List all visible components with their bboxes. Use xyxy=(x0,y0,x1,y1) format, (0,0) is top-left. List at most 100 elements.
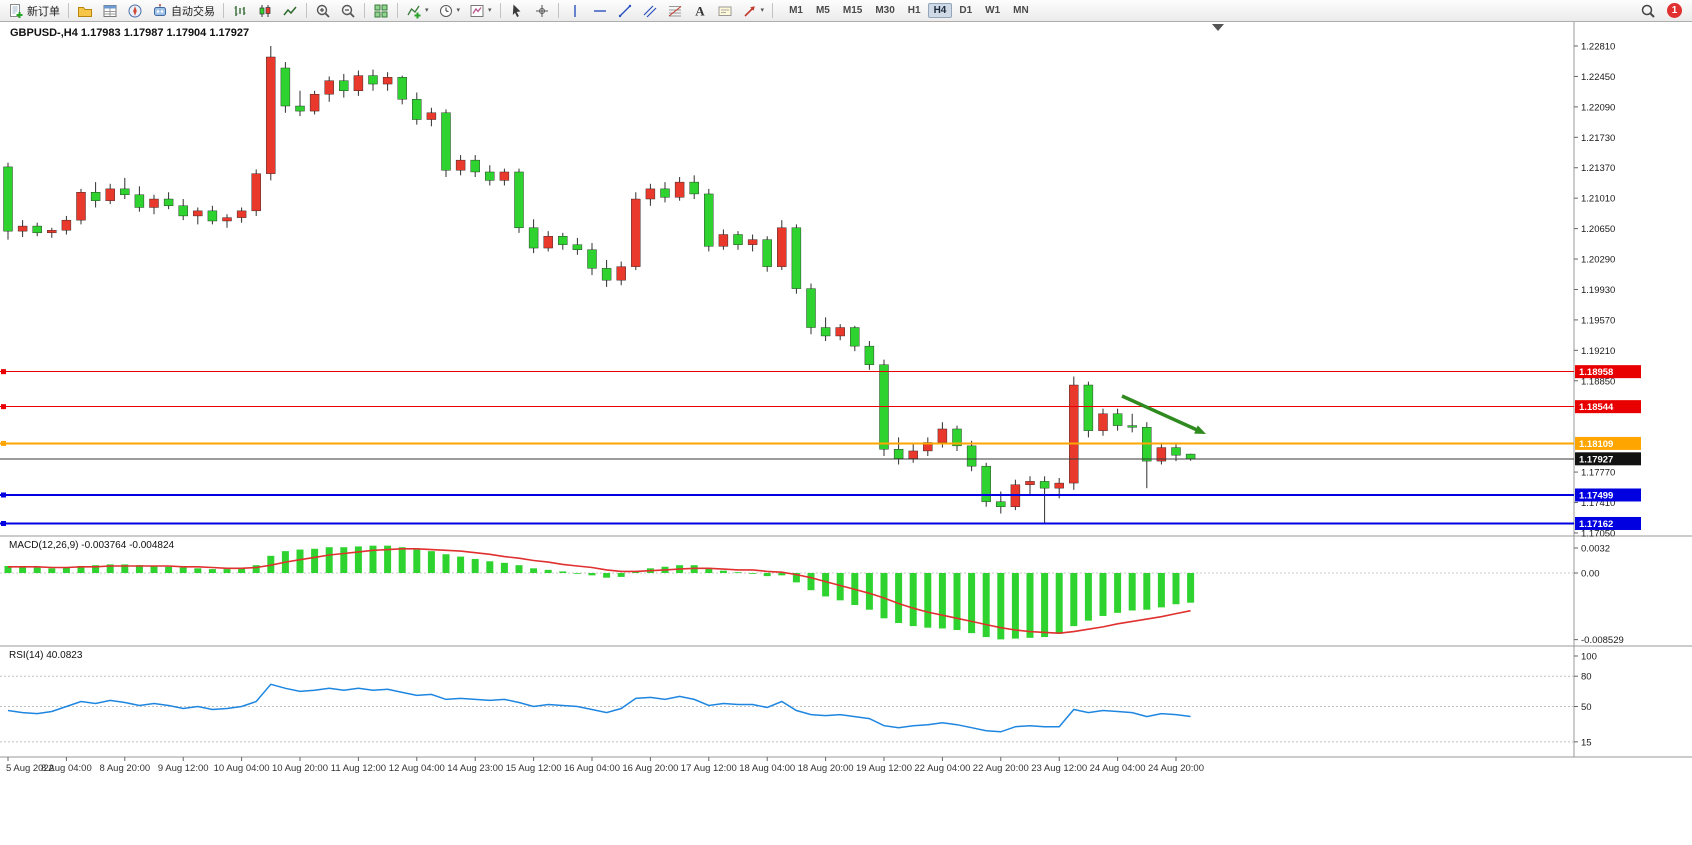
time-label: 10 Aug 04:00 xyxy=(214,763,270,774)
horizontal-line-button[interactable] xyxy=(588,0,612,21)
periods-clock-icon xyxy=(439,4,452,17)
bull-candle xyxy=(251,173,261,212)
bull-candle xyxy=(835,327,845,337)
candlestick-chart-button[interactable] xyxy=(253,0,277,21)
toolbar-separator xyxy=(68,3,69,18)
navigator-icon xyxy=(128,4,142,17)
axis-label: 1.20290 xyxy=(1581,255,1615,266)
axis-label: -0.008529 xyxy=(1581,635,1624,646)
zoom-out-button[interactable] xyxy=(336,0,360,21)
bull-candle xyxy=(17,225,28,232)
bull-candle xyxy=(105,188,115,201)
bear-candle xyxy=(397,77,407,100)
axis-label: 0.0032 xyxy=(1581,544,1610,555)
profiles-button[interactable] xyxy=(73,0,97,21)
macd-histogram-bar xyxy=(398,547,406,573)
toolbar-right-group: 1 xyxy=(1636,0,1688,21)
macd-histogram-bar xyxy=(48,568,56,573)
arrows-button[interactable]: ▾ xyxy=(738,0,769,21)
macd-histogram-bar xyxy=(603,573,611,578)
levels-layer[interactable] xyxy=(0,369,1574,526)
macd-histogram-bar xyxy=(62,567,70,573)
notifications-badge[interactable]: 1 xyxy=(1667,3,1682,18)
time-label: 8 Aug 04:00 xyxy=(41,763,92,774)
channel-button[interactable] xyxy=(638,0,662,21)
periods-button[interactable]: ▾ xyxy=(434,0,465,21)
zoom-in-button[interactable] xyxy=(311,0,335,21)
time-label: 17 Aug 12:00 xyxy=(681,763,737,774)
bear-candle xyxy=(1185,453,1196,460)
text-button[interactable]: A xyxy=(688,0,712,21)
axis-label: 1.19570 xyxy=(1581,315,1615,326)
macd-histogram-bar xyxy=(807,573,815,591)
line-handle[interactable] xyxy=(1,369,6,375)
text-label-button[interactable] xyxy=(713,0,737,21)
trend-arrow-head[interactable] xyxy=(1194,425,1206,434)
crosshair-button[interactable] xyxy=(530,0,554,21)
indicators-button[interactable]: ▾ xyxy=(402,0,433,21)
vertical-line-icon xyxy=(573,4,576,17)
bear-candle xyxy=(1039,481,1050,489)
timeframe-m5-button[interactable]: M5 xyxy=(815,5,830,16)
text-icon: A xyxy=(695,3,705,18)
chart-canvas[interactable]: 1.22810 1.22450 1.22090 1.21730 1.21370 1.210… xyxy=(0,22,1692,845)
macd-histogram-bar xyxy=(1055,573,1063,634)
timeframe-m15-button[interactable]: M15 xyxy=(842,5,863,16)
line-handle[interactable] xyxy=(1,520,6,526)
bull-candle xyxy=(718,234,729,247)
bull-candle xyxy=(222,217,232,222)
timeframe-d1-button[interactable]: D1 xyxy=(959,5,973,16)
vertical-line-button[interactable] xyxy=(563,0,587,21)
bar-chart-button[interactable] xyxy=(228,0,252,21)
trend-arrow-line[interactable] xyxy=(1121,394,1202,434)
profiles-folder-icon xyxy=(78,6,92,17)
macd-histogram-bar xyxy=(909,573,917,627)
macd-histogram-bar xyxy=(778,573,786,576)
autotrading-button[interactable]: 自动交易 xyxy=(148,0,219,21)
macd-histogram-bar xyxy=(617,573,625,577)
line-chart-button[interactable] xyxy=(278,0,302,21)
timeframe-h4-button[interactable]: H4 xyxy=(927,3,953,18)
macd-histogram-bar xyxy=(442,554,450,573)
new-order-button[interactable]: 新订单 xyxy=(4,0,64,21)
time-label: 11 Aug 12:00 xyxy=(331,763,386,774)
timeframe-mn-button[interactable]: MN xyxy=(1013,5,1029,16)
line-handle[interactable] xyxy=(1,404,6,410)
search-button[interactable] xyxy=(1636,0,1660,21)
channel-icon xyxy=(643,5,656,17)
chart-shift-marker-icon[interactable] xyxy=(1212,24,1224,31)
line-handle[interactable] xyxy=(1,492,6,498)
bear-candle xyxy=(864,345,875,365)
fibonacci-button[interactable] xyxy=(663,0,687,21)
tile-windows-button[interactable] xyxy=(369,0,393,21)
macd-histogram-bar xyxy=(1084,573,1092,621)
annot-layer[interactable] xyxy=(1121,394,1206,434)
toolbar-separator xyxy=(772,3,774,18)
time-label: 18 Aug 20:00 xyxy=(798,763,854,774)
navigator-button[interactable] xyxy=(123,0,147,21)
axis-label: 1.18544 xyxy=(1579,402,1614,413)
axis-label: 1.22810 xyxy=(1581,42,1615,53)
bear-candle xyxy=(558,236,568,245)
trendline-button[interactable] xyxy=(613,0,637,21)
macd-histogram-bar xyxy=(515,565,523,573)
bear-candle xyxy=(470,159,480,173)
macd-histogram-bar xyxy=(1011,573,1019,639)
horizontal-line-icon xyxy=(593,9,606,12)
timeframe-h1-button[interactable]: H1 xyxy=(907,5,921,16)
candlestick-chart-icon xyxy=(259,4,271,17)
line-handle[interactable] xyxy=(1,440,6,446)
toolbar-separator xyxy=(223,3,224,18)
market-watch-button[interactable] xyxy=(98,0,122,21)
bear-candle xyxy=(966,445,977,467)
bull-candle xyxy=(455,159,466,171)
axis-label: 1.17770 xyxy=(1581,468,1615,479)
bear-candle xyxy=(820,327,831,337)
timeframe-m30-button[interactable]: M30 xyxy=(875,5,895,16)
timeframe-w1-button[interactable]: W1 xyxy=(985,5,1001,16)
templates-button[interactable]: ▾ xyxy=(465,0,496,21)
bear-candle xyxy=(660,188,670,198)
cursor-button[interactable] xyxy=(505,0,529,21)
timeframe-m1-button[interactable]: M1 xyxy=(789,5,803,16)
rsi-layer xyxy=(0,675,1574,743)
